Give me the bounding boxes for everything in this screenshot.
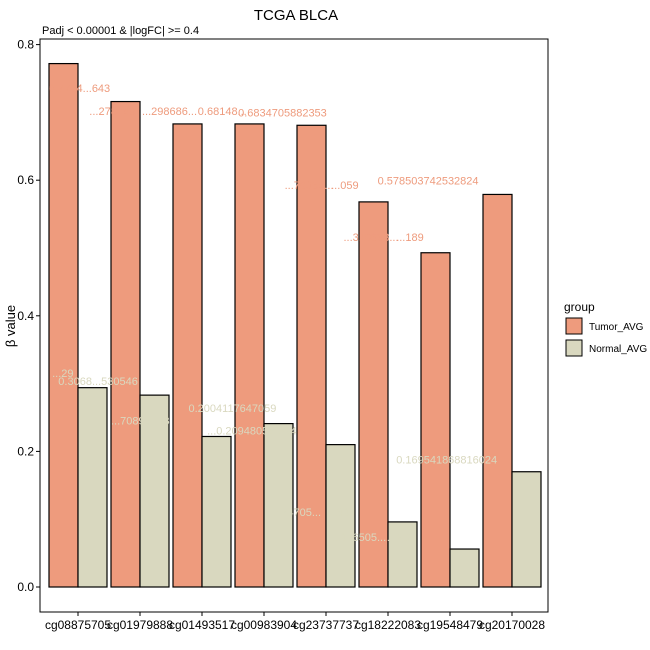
value-label: ...474705... — [266, 507, 321, 519]
x-tick-label: cg01979888 — [107, 618, 173, 632]
y-tick-label: 0.0 — [17, 580, 34, 594]
value-label: ...79354... — [285, 180, 334, 192]
value-label: 0.169541868816024 — [396, 455, 497, 467]
value-label: ...43 — [148, 415, 169, 427]
x-tick-label: cg20170028 — [479, 618, 545, 632]
value-label: ...0.20948058... — [207, 425, 283, 437]
bar-normal-avg-cg00983904 — [263, 423, 294, 588]
chart-title: TCGA BLCA — [254, 7, 338, 24]
value-label: 0.578503742532824 — [378, 175, 479, 187]
value-label: ...29 — [52, 368, 73, 380]
legend: group Tumor_AVG Normal_AVG — [564, 300, 647, 357]
value-label: 0.2004117647059 — [189, 403, 277, 415]
data-annotations: 0.7734...643 ...278749 ...298686... 0.68148… — [49, 83, 497, 544]
value-label: ...189 — [396, 232, 424, 244]
y-tick-label: 0.4 — [17, 309, 34, 323]
legend-swatch-tumor-avg — [565, 317, 583, 335]
bar-normal-avg-cg19548479 — [449, 548, 480, 588]
bar-tumor-avg-cg08875705 — [48, 62, 79, 588]
value-label: 0.68148... — [198, 106, 247, 118]
value-label: ...89 — [328, 507, 349, 519]
x-tick-label: cg19548479 — [417, 618, 483, 632]
bar-tumor-avg-cg01493517 — [172, 123, 203, 588]
value-label: ...946505... — [331, 532, 386, 544]
bar-normal-avg-cg23737737 — [325, 444, 356, 588]
bar-normal-avg-cg20170028 — [511, 471, 542, 588]
legend-swatch-normal-avg — [565, 339, 583, 357]
bar-normal-avg-cg18222083 — [387, 521, 418, 588]
y-axis-label: β value — [3, 305, 18, 347]
bar-tumor-avg-cg23737737 — [296, 124, 327, 588]
legend-title: group — [564, 300, 595, 314]
x-axis: cg08875705cg01979888cg01493517cg00983904… — [45, 612, 545, 632]
value-label: ...310683... — [344, 232, 399, 244]
x-tick-label: cg18222083 — [355, 618, 421, 632]
bar-tumor-avg-cg01979888 — [110, 100, 141, 588]
y-axis: 0.0 0.2 0.4 0.6 0.8 — [17, 38, 40, 594]
y-tick-label: 0.6 — [17, 173, 34, 187]
x-tick-label: cg08875705 — [45, 618, 111, 632]
bar-tumor-avg-cg20170028 — [482, 193, 513, 588]
value-label: 0.7734...643 — [49, 83, 110, 95]
value-label: 0.6834705882353 — [238, 107, 327, 119]
bar-normal-avg-cg01979888 — [139, 394, 170, 588]
legend-label-tumor-avg: Tumor_AVG — [589, 322, 644, 333]
x-tick-label: cg00983904 — [231, 618, 297, 632]
value-label: ...298686... — [142, 106, 197, 118]
value-label: ...059 — [331, 180, 359, 192]
x-tick-label: cg23737737 — [293, 618, 359, 632]
y-tick-label: 0.8 — [17, 38, 34, 52]
value-label: 0.3068...530546 — [58, 376, 138, 388]
x-tick-label: cg01493517 — [169, 618, 235, 632]
bar-normal-avg-cg01493517 — [201, 435, 232, 588]
legend-label-normal-avg: Normal_AVG — [589, 344, 647, 355]
value-label: ...70895 — [111, 415, 151, 427]
y-tick-label: 0.2 — [17, 444, 34, 458]
bar-tumor-avg-cg18222083 — [358, 201, 389, 588]
bar-tumor-avg-cg19548479 — [420, 252, 451, 588]
bar-tumor-avg-cg00983904 — [234, 123, 265, 588]
value-label: ...394 — [269, 425, 297, 437]
bar-normal-avg-cg08875705 — [77, 387, 108, 588]
value-label: ...278749 — [89, 106, 135, 118]
value-label: ...238 — [387, 532, 415, 544]
plot-border — [39, 38, 549, 613]
chart-subtitle: Padj < 0.00001 & |logFC| >= 0.4 — [42, 25, 199, 37]
plot-area — [39, 38, 549, 613]
